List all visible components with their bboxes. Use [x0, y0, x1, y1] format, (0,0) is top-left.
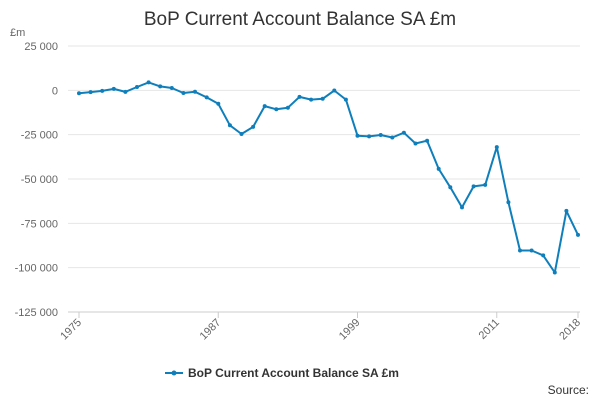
data-point[interactable]	[552, 270, 557, 275]
data-point[interactable]	[181, 91, 186, 95]
data-point[interactable]	[460, 205, 464, 210]
y-axis-unit-label: £m	[10, 27, 25, 39]
data-point[interactable]	[518, 248, 522, 253]
data-point[interactable]	[262, 104, 267, 109]
data-point[interactable]	[285, 105, 290, 110]
y-tick-label: -50 000	[21, 174, 58, 186]
x-tick-label: 2018	[557, 317, 583, 343]
data-point[interactable]	[541, 253, 546, 258]
legend-label: BoP Current Account Balance SA £m	[188, 366, 399, 380]
data-point[interactable]	[77, 91, 81, 96]
x-tick-label: 1999	[337, 317, 363, 343]
data-point[interactable]	[169, 86, 174, 90]
y-tick-label: 0	[52, 85, 58, 97]
data-point[interactable]	[123, 89, 128, 94]
data-point[interactable]	[529, 248, 534, 253]
data-point[interactable]	[274, 107, 279, 112]
data-point[interactable]	[158, 84, 163, 89]
x-tick-label: 1987	[198, 317, 224, 343]
data-point[interactable]	[320, 96, 325, 101]
x-axis-ticks: 1975 1987 1999 2011 2018	[58, 312, 583, 342]
data-point[interactable]	[448, 185, 453, 190]
data-point[interactable]	[227, 123, 232, 128]
data-point[interactable]	[413, 141, 418, 146]
source-label: Source:	[548, 383, 589, 397]
data-point[interactable]	[401, 130, 406, 135]
data-point[interactable]	[576, 232, 580, 237]
legend[interactable]: BoP Current Account Balance SA £m	[165, 366, 399, 380]
data-point[interactable]	[204, 95, 209, 100]
data-point[interactable]	[111, 86, 116, 91]
data-point[interactable]	[506, 200, 511, 205]
chart-title: BoP Current Account Balance SA £m	[144, 9, 456, 30]
data-point[interactable]	[425, 138, 430, 143]
data-point[interactable]	[88, 90, 93, 95]
data-point[interactable]	[564, 208, 569, 213]
data-point[interactable]	[251, 124, 256, 129]
y-tick-label: 25 000	[24, 41, 58, 53]
y-axis-ticks: 25 000 0 -25 000 -50 000 -75 000 -100 000 -125…	[15, 41, 58, 319]
data-point[interactable]	[100, 88, 105, 93]
data-point[interactable]	[343, 97, 348, 102]
gridlines	[68, 45, 580, 313]
data-point[interactable]	[297, 94, 302, 99]
data-point[interactable]	[332, 88, 337, 93]
y-tick-label: -75 000	[21, 218, 58, 230]
x-tick-label: 2011	[477, 317, 502, 342]
data-point[interactable]	[483, 182, 488, 187]
data-point[interactable]	[309, 97, 314, 102]
y-tick-label: -25 000	[21, 130, 58, 142]
data-point[interactable]	[146, 80, 151, 85]
y-tick-label: -100 000	[15, 263, 58, 275]
data-point[interactable]	[494, 145, 499, 150]
data-point[interactable]	[471, 184, 476, 189]
series-line	[78, 81, 579, 274]
data-point[interactable]	[378, 133, 383, 137]
y-tick-label: -125 000	[15, 307, 58, 319]
series-layer	[77, 80, 580, 275]
data-point[interactable]	[355, 133, 360, 138]
data-point[interactable]	[390, 135, 395, 140]
data-point[interactable]	[367, 134, 372, 139]
legend-dot-marker	[171, 370, 177, 376]
data-point[interactable]	[193, 89, 197, 94]
data-point[interactable]	[135, 85, 139, 89]
data-point[interactable]	[239, 132, 244, 136]
data-point[interactable]	[216, 101, 221, 106]
x-tick-label: 1975	[58, 317, 84, 343]
data-point[interactable]	[436, 166, 441, 171]
